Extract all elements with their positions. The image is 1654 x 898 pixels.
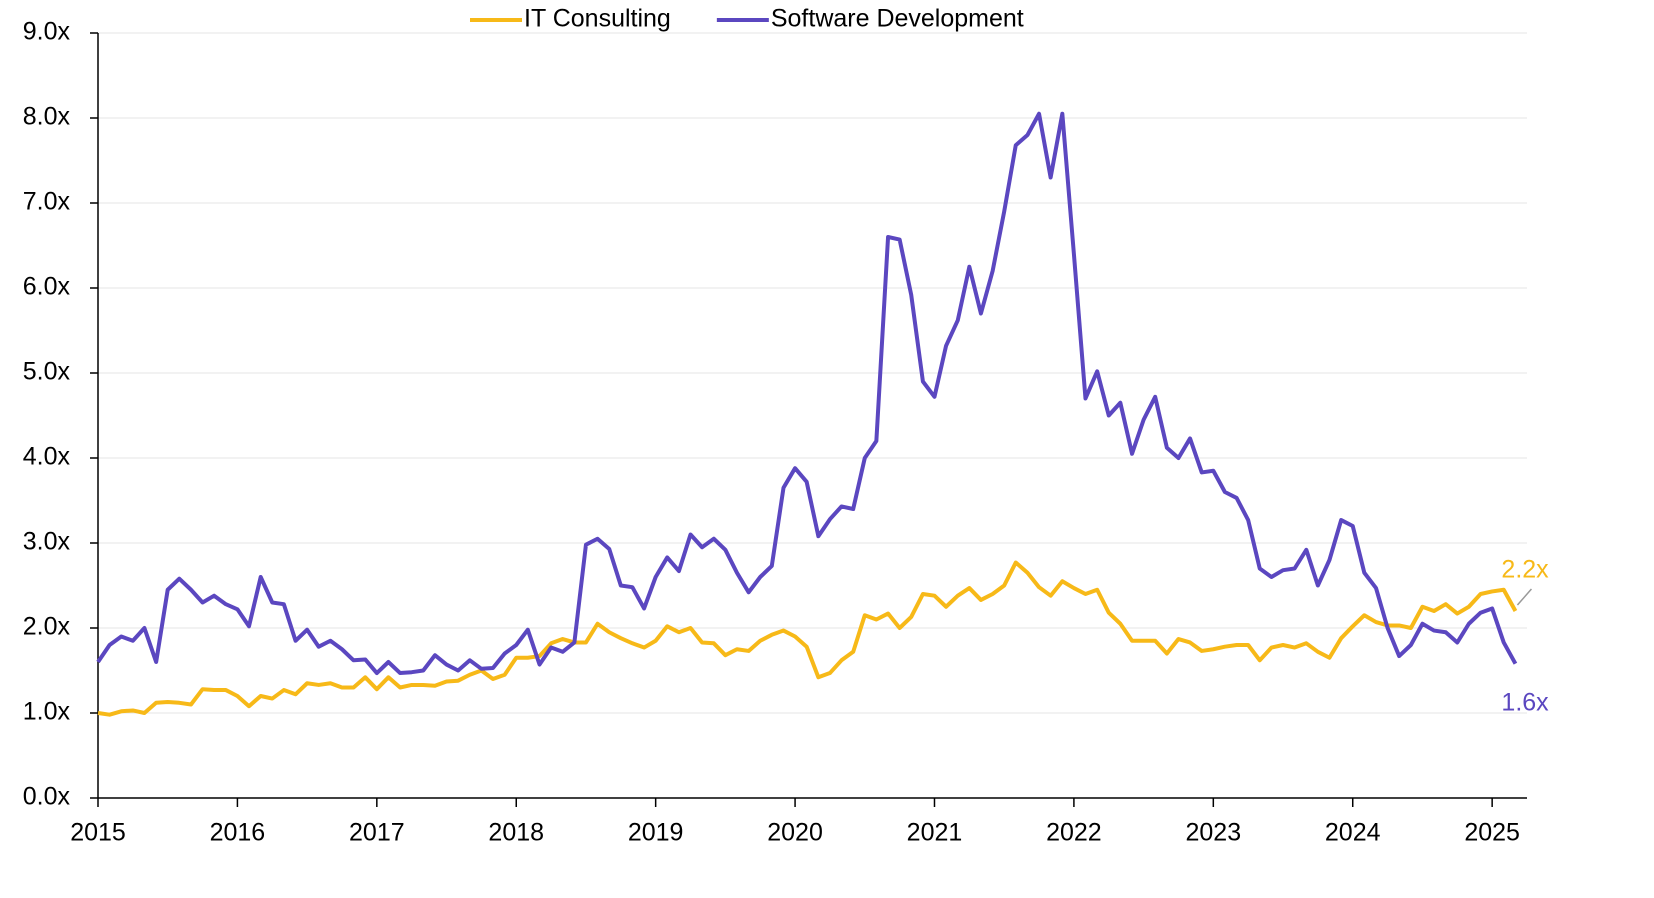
x-tick-label: 2019 — [628, 819, 684, 847]
series-line — [96, 111, 1518, 676]
y-tick-label: 4.0x — [23, 443, 71, 471]
x-tick-label: 2016 — [210, 819, 266, 847]
y-tick-label: 7.0x — [23, 188, 71, 216]
x-tick-label: 2017 — [349, 819, 405, 847]
x-tick-label: 2025 — [1464, 819, 1520, 847]
x-tick-label: 2015 — [70, 819, 126, 847]
y-tick-label: 6.0x — [23, 273, 71, 301]
y-tick-label: 1.0x — [23, 698, 71, 726]
x-tick-label: 2023 — [1186, 819, 1242, 847]
y-tick-label: 8.0x — [23, 103, 71, 131]
end-label: 2.2x — [1501, 556, 1549, 584]
series-line — [97, 560, 1518, 717]
y-tick-label: 2.0x — [23, 613, 71, 641]
legend-label: Software Development — [771, 5, 1024, 33]
y-tick-label: 3.0x — [23, 528, 71, 556]
x-tick-label: 2024 — [1325, 819, 1381, 847]
end-label: 1.6x — [1501, 688, 1549, 716]
label-leader — [1516, 588, 1532, 606]
y-tick-label: 5.0x — [23, 358, 71, 386]
y-tick-label: 0.0x — [23, 783, 71, 811]
legend-label: IT Consulting — [524, 5, 671, 33]
y-tick-label: 9.0x — [23, 18, 71, 46]
x-tick-label: 2021 — [907, 819, 963, 847]
x-tick-label: 2018 — [488, 819, 544, 847]
x-tick-label: 2022 — [1046, 819, 1102, 847]
x-tick-label: 2020 — [767, 819, 823, 847]
